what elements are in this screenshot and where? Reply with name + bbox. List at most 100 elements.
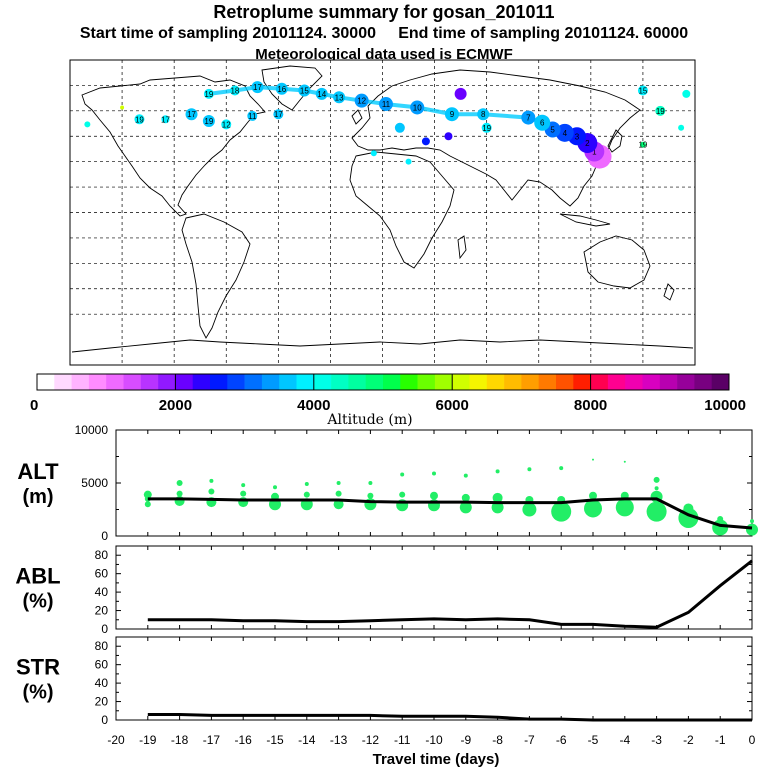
colorbar-segment: [88, 374, 107, 390]
plume-marker-label: 18: [230, 87, 239, 96]
alt-bubble: [176, 480, 183, 486]
alt-panel-frame: [115, 429, 753, 537]
x-tick-label: -2: [683, 733, 694, 747]
alt-bubble: [303, 491, 310, 498]
plume-marker: [247, 110, 258, 121]
colorbar-segment: [106, 374, 124, 390]
colorbar-segment: [244, 374, 263, 390]
y-tick-label: 20: [95, 695, 109, 709]
colorbar-segment: [71, 374, 90, 390]
colorbar-segment: [37, 374, 55, 390]
plume-marker: [161, 115, 170, 124]
alt-bubble: [273, 485, 277, 490]
alt-bubble: [336, 481, 341, 485]
plume-marker-label: 11: [248, 112, 257, 121]
alt-series-line: [147, 497, 753, 530]
alt-bubble: [368, 481, 373, 485]
coast-antarctica: [71, 339, 694, 353]
abl-panel: 0 20 40 60 80 ABL(%): [15, 545, 753, 636]
str-series-line: [147, 713, 752, 722]
str-panel: 0 20 40 60 80 STR(%): [16, 636, 753, 727]
alt-bubble: [240, 490, 247, 497]
alt-panel: 0 5000 10000 ALT(m): [17, 423, 758, 543]
plume-marker-label: 8: [481, 110, 486, 119]
plume-marker-label: 16: [277, 85, 286, 94]
colorbar-tick-label: 10000: [704, 397, 746, 414]
alt-bubble: [646, 501, 667, 522]
plume-marker: [410, 100, 425, 115]
colorbar-frame: [36, 373, 730, 391]
y-tick-label: 0: [101, 529, 108, 543]
alt-bubble: [492, 492, 503, 503]
coast-eurasia: [351, 69, 641, 207]
x-tick-label: -16: [235, 733, 253, 747]
alt-bubble: [400, 472, 405, 477]
abl-series-line: [147, 559, 753, 629]
alt-bubble: [589, 491, 597, 500]
alt-bubble: [491, 501, 504, 514]
colorbar-segment: [642, 374, 661, 390]
colorbar-segment: [158, 374, 176, 390]
plume-marker-label: 19: [482, 124, 491, 133]
plume-marker: [370, 150, 377, 157]
plume-marker: [275, 82, 288, 95]
colorbar-segment: [175, 374, 193, 390]
colorbar-segment: [417, 374, 436, 390]
plume-marker: [298, 84, 311, 97]
plume-marker: [421, 137, 430, 146]
plume-marker: [584, 141, 605, 162]
alt-bubble: [176, 490, 183, 497]
coast-north-america: [81, 75, 266, 217]
plume-marker: [544, 121, 561, 138]
y-tick-label: 0: [101, 622, 108, 636]
coast-south-america: [181, 213, 251, 339]
alt-bubble: [623, 460, 626, 463]
plume-marker-label: 9: [450, 110, 455, 119]
colorbar-segment: [573, 374, 591, 390]
met-data-label: Meteorological data used is ECMWF: [255, 46, 513, 63]
y-tick-label: 0: [101, 713, 108, 727]
x-tick-label: -17: [203, 733, 221, 747]
alt-bubble: [683, 503, 694, 514]
coast-new-zealand: [663, 283, 675, 301]
alt-bubble: [432, 471, 436, 476]
plume-marker: [315, 87, 328, 100]
plume-marker-label: 14: [317, 90, 326, 99]
x-tick-label: -5: [588, 733, 599, 747]
plume-marker: [577, 133, 598, 154]
plume-marker: [354, 93, 369, 108]
plume-marker: [394, 122, 405, 133]
x-tick-label: -4: [619, 733, 630, 747]
colorbar-segment: [590, 374, 609, 390]
alt-bubble: [653, 476, 660, 483]
plume-marker: [134, 114, 145, 125]
abl-panel-frame: [115, 545, 753, 630]
sampling-time-line: Start time of sampling 20101124. 30000 E…: [0, 25, 768, 43]
plume-marker: [682, 89, 691, 98]
x-tick-label: -10: [425, 733, 443, 747]
colorbar-tick-label: 0: [30, 397, 38, 414]
plume-marker-label: 12: [222, 120, 231, 129]
plume-marker: [84, 121, 91, 128]
alt-bubble: [463, 473, 468, 478]
y-tick-label: 60: [95, 658, 109, 672]
alt-bubble: [678, 507, 699, 528]
x-tick-label: -9: [460, 733, 471, 747]
plume-marker-label: 3: [575, 132, 580, 141]
coast-japan: [607, 129, 623, 153]
colorbar-segment: [625, 374, 643, 390]
plume-marker-label: 2: [585, 139, 590, 148]
start-time-label: Start time of sampling 20101124. 30000: [79, 25, 376, 42]
colorbar-segment: [123, 374, 142, 390]
colorbar-segment: [677, 374, 695, 390]
plume-marker-label: 17: [253, 83, 262, 92]
x-tick-label: -6: [556, 733, 567, 747]
coast-greenland: [261, 65, 323, 111]
colorbar-segment: [521, 374, 539, 390]
alt-panel-unit: (m): [22, 486, 53, 508]
plume-marker-label: 12: [357, 97, 366, 106]
plume-marker-label: 10: [413, 103, 422, 112]
colorbar-segment: [538, 374, 557, 390]
alt-bubble: [396, 499, 409, 512]
plume-marker: [221, 119, 232, 130]
